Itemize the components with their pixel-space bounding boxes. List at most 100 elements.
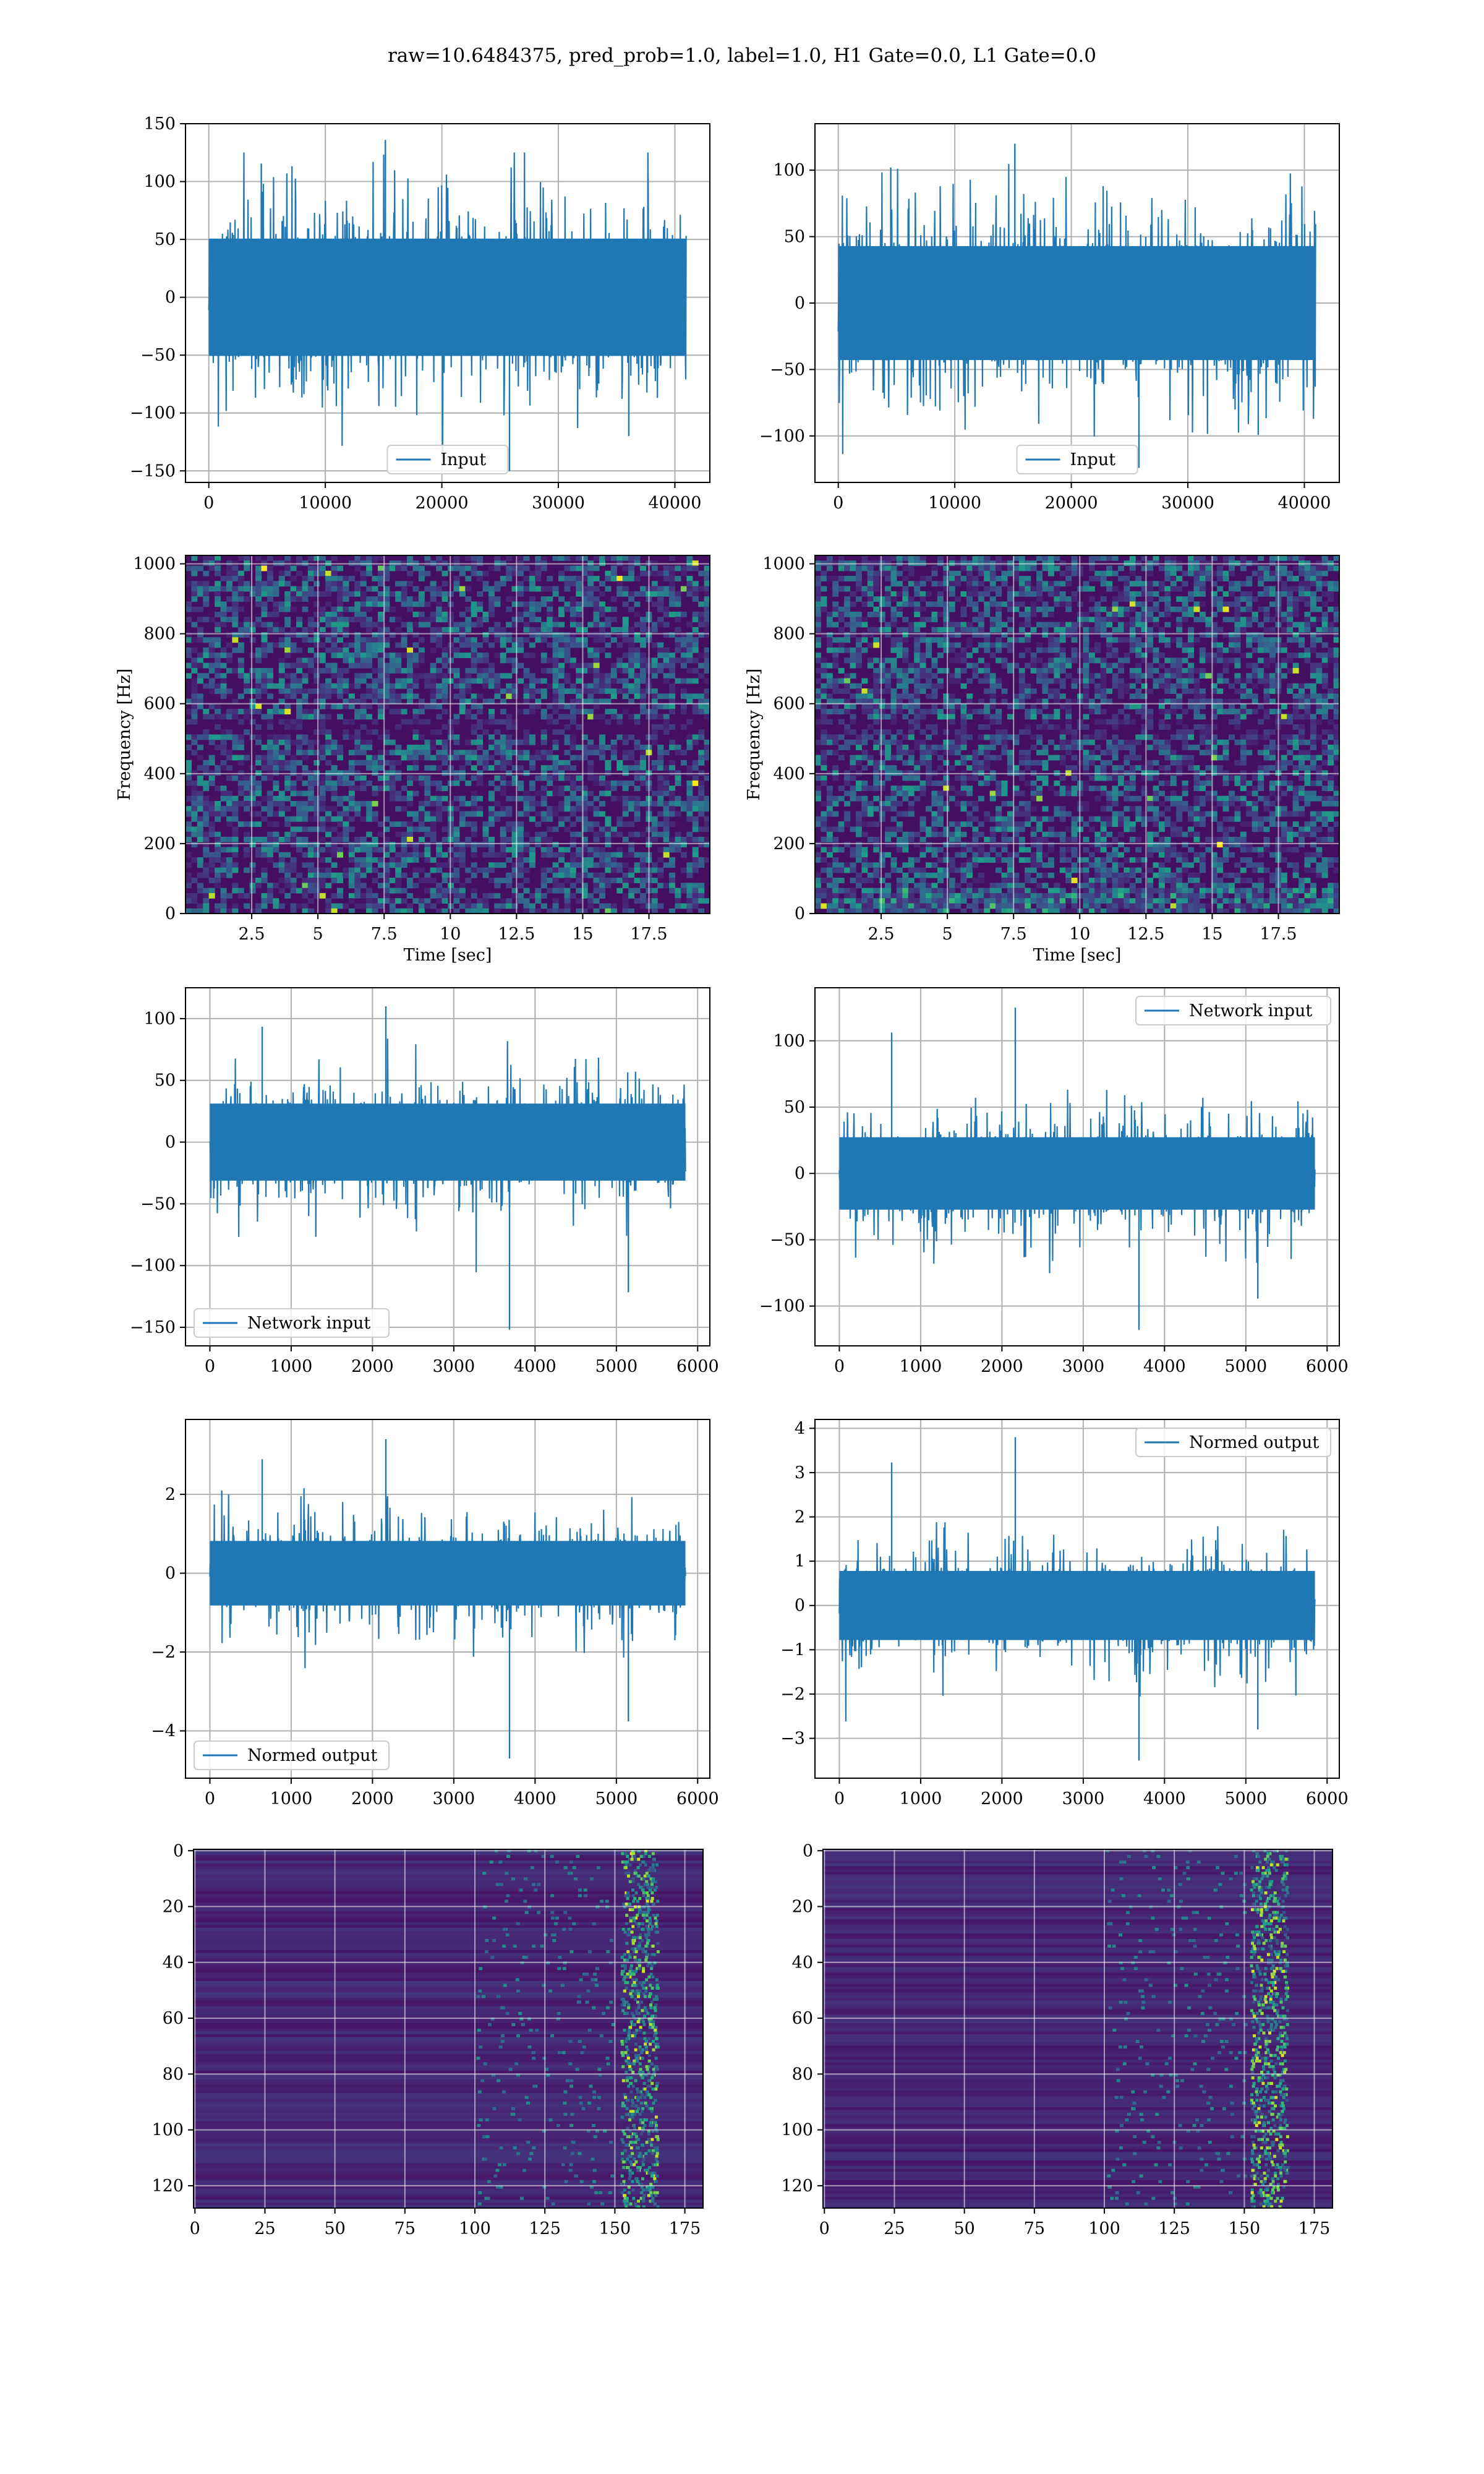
x-tick-label: 7.5 <box>371 925 398 944</box>
y-tick-label: −50 <box>770 1230 805 1249</box>
y-tick-label: −3 <box>780 1729 805 1748</box>
x-tick-label: 5000 <box>1224 1789 1267 1808</box>
y-tick-label: 60 <box>792 2009 813 2028</box>
legend-label: Input <box>1070 450 1116 469</box>
series-core-r1c1 <box>208 238 686 356</box>
panel-r5c1: 0 25 50 75 100 125 150 175 0 20 40 60 80 100 120 <box>151 1841 704 2238</box>
x-tick-label: 3000 <box>1062 1357 1105 1376</box>
x-tick-label: 4000 <box>1143 1357 1186 1376</box>
x-tick-label: 0 <box>819 2219 830 2238</box>
axes-frame <box>814 987 1340 1346</box>
x-tick-label: 10 <box>440 925 461 944</box>
x-tick-label: 7.5 <box>1000 925 1027 944</box>
heatmap-r5c2 <box>823 1849 1333 2208</box>
x-tick-label: 3000 <box>433 1789 475 1808</box>
x-tick-label: 15 <box>572 925 593 944</box>
x-tick-label: 100 <box>1088 2219 1120 2238</box>
x-tick-label: 5000 <box>1224 1357 1267 1376</box>
legend: Network input <box>194 1308 390 1338</box>
legend: Normed output <box>194 1740 390 1770</box>
x-axis-label: Time [sec] <box>1033 946 1122 965</box>
legend-label: Normed output <box>1189 1433 1319 1452</box>
y-tick-label: 1000 <box>133 555 176 574</box>
panel-r2c2: 2.5 5 7.5 10 12.5 15 17.5 0 200 400 600 800 1000 Time… <box>744 555 1340 965</box>
axes-frame <box>193 1849 704 2209</box>
y-tick-label: 3 <box>795 1463 805 1483</box>
series-core-r3c1 <box>210 1103 686 1181</box>
legend-label: Network input <box>1189 1001 1312 1021</box>
x-tick-label: 4000 <box>1143 1789 1186 1808</box>
y-tick-label: 80 <box>163 2065 184 2084</box>
y-tick-label: −100 <box>759 1297 805 1316</box>
y-tick-label: 0 <box>165 1133 176 1152</box>
x-tick-label: 40000 <box>649 494 702 513</box>
x-tick-label: 17.5 <box>630 925 667 944</box>
y-tick-label: 400 <box>773 764 805 784</box>
y-tick-label: 20 <box>163 1898 184 1917</box>
y-tick-label: 50 <box>784 1098 805 1117</box>
x-tick-label: 20000 <box>1045 494 1098 513</box>
y-tick-label: 100 <box>773 1032 805 1051</box>
y-tick-label: 50 <box>784 228 805 247</box>
x-tick-label: 75 <box>1024 2219 1045 2238</box>
legend-label: Input <box>441 450 487 469</box>
x-tick-label: 10 <box>1069 925 1090 944</box>
x-tick-label: 0 <box>834 1357 845 1376</box>
y-tick-label: −2 <box>151 1643 176 1662</box>
figure-title: raw=10.6484375, pred_prob=1.0, label=1.0… <box>387 45 1096 67</box>
y-tick-label: −50 <box>140 346 176 365</box>
x-tick-label: 1000 <box>270 1789 313 1808</box>
x-tick-label: 0 <box>833 494 843 513</box>
x-tick-label: 2.5 <box>868 925 895 944</box>
x-tick-label: 0 <box>205 1357 215 1376</box>
y-tick-label: 50 <box>155 230 176 249</box>
series-core-r4c2 <box>839 1570 1315 1640</box>
y-tick-label: 50 <box>155 1071 176 1090</box>
y-tick-label: 0 <box>165 904 176 923</box>
x-tick-label: 75 <box>394 2219 416 2238</box>
y-tick-label: 200 <box>143 834 176 854</box>
x-axis-label: Time [sec] <box>404 946 492 965</box>
axes-frame <box>185 555 710 914</box>
y-tick-label: 600 <box>143 695 176 714</box>
y-tick-label: 100 <box>151 2121 184 2140</box>
legend: Normed output <box>1135 1427 1331 1457</box>
y-tick-label: 100 <box>773 161 805 180</box>
y-tick-label: 2 <box>795 1508 805 1527</box>
x-tick-label: 5 <box>942 925 953 944</box>
y-tick-label: 100 <box>781 2121 813 2140</box>
x-tick-label: 2.5 <box>239 925 265 944</box>
y-tick-label: 0 <box>165 1564 176 1583</box>
y-tick-label: −100 <box>130 1256 176 1275</box>
y-tick-label: 100 <box>143 173 176 192</box>
axes-frame <box>185 987 710 1346</box>
x-tick-label: 12.5 <box>498 925 535 944</box>
axes-frame <box>185 123 710 483</box>
axes-frame <box>814 555 1340 914</box>
x-tick-label: 6000 <box>676 1357 719 1376</box>
x-tick-label: 0 <box>205 1789 215 1808</box>
y-tick-label: 0 <box>173 1841 184 1860</box>
x-tick-label: 30000 <box>532 494 585 513</box>
legend: Network input <box>1135 996 1331 1025</box>
legend: Input <box>386 445 509 474</box>
x-tick-label: 2000 <box>981 1789 1023 1808</box>
x-tick-label: 20000 <box>416 494 469 513</box>
x-tick-label: 5 <box>313 925 323 944</box>
x-tick-label: 1000 <box>270 1357 313 1376</box>
x-tick-label: 40000 <box>1278 494 1331 513</box>
x-tick-label: 175 <box>1298 2219 1331 2238</box>
y-tick-label: 120 <box>151 2177 184 2196</box>
panel-r3c1: 0 1000 2000 3000 4000 5000 6000 −150 −100 −50 0 50 1… <box>130 987 719 1376</box>
y-tick-label: 20 <box>792 1898 813 1917</box>
series-core-r4c1 <box>210 1541 686 1606</box>
x-tick-label: 4000 <box>514 1357 556 1376</box>
y-tick-label: 0 <box>795 904 805 923</box>
y-tick-label: 40 <box>792 1953 813 1972</box>
y-axis-label: Frequency [Hz] <box>115 669 134 800</box>
legend-label: Network input <box>247 1314 370 1333</box>
x-tick-label: 150 <box>1229 2219 1261 2238</box>
y-tick-label: 1000 <box>762 555 805 574</box>
heatmap-r2c2 <box>815 555 1339 914</box>
